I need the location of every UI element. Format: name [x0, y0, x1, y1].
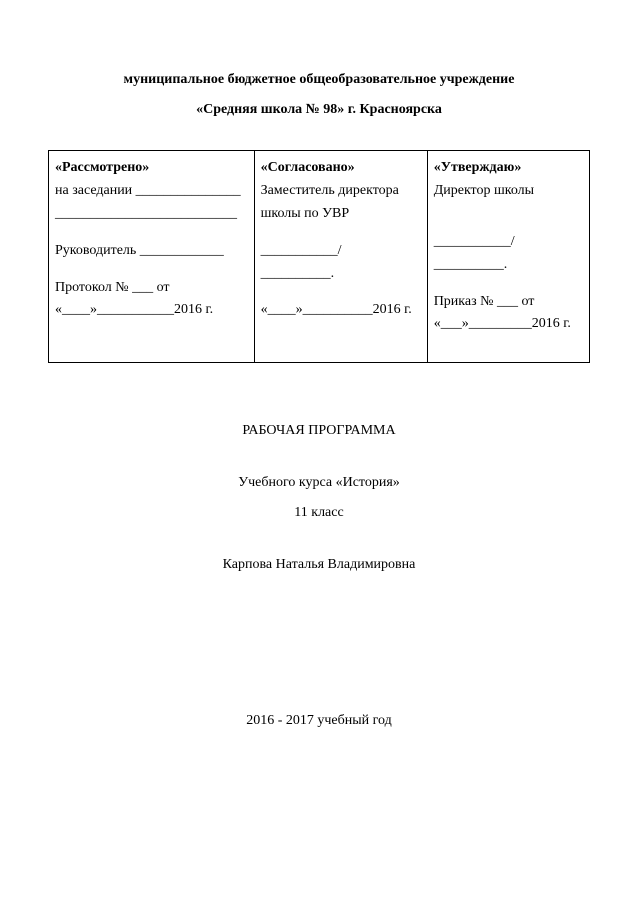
agreed-sign2: __________.	[261, 265, 421, 284]
agreed-cell: «Согласовано» Заместитель директора школ…	[254, 151, 427, 363]
approved-title: «Утверждаю»	[434, 160, 522, 175]
reviewed-meeting: на заседании _______________	[55, 182, 248, 201]
reviewed-blank-line: __________________________	[55, 205, 248, 224]
agreed-date: «____»__________2016 г.	[261, 301, 421, 320]
reviewed-head: Руководитель ____________	[55, 242, 248, 261]
grade-level: 11 класс	[48, 505, 590, 521]
approved-sign2: __________.	[434, 256, 583, 275]
agreed-sign1: ___________/	[261, 242, 421, 261]
approved-order: Приказ № ___ от	[434, 293, 583, 312]
institution-line1: муниципальное бюджетное общеобразователь…	[48, 72, 590, 88]
approval-row: «Рассмотрено» на заседании _____________…	[49, 151, 590, 363]
approved-sign1: ___________/	[434, 233, 583, 252]
teacher-name: Карпова Наталья Владимировна	[48, 557, 590, 573]
institution-header: муниципальное бюджетное общеобразователь…	[48, 72, 590, 118]
approved-date: «___»_________2016 г.	[434, 315, 583, 334]
program-title: РАБОЧАЯ ПРОГРАММА	[48, 423, 590, 439]
document-body: РАБОЧАЯ ПРОГРАММА Учебного курса «Истори…	[48, 423, 590, 729]
approved-cell: «Утверждаю» Директор школы ___________/ …	[427, 151, 589, 363]
agreed-title: «Согласовано»	[261, 160, 355, 175]
approved-role: Директор школы	[434, 182, 583, 201]
reviewed-title: «Рассмотрено»	[55, 160, 149, 175]
agreed-role1: Заместитель директора	[261, 182, 421, 201]
course-title: Учебного курса «История»	[48, 475, 590, 491]
reviewed-cell: «Рассмотрено» на заседании _____________…	[49, 151, 255, 363]
approval-table: «Рассмотрено» на заседании _____________…	[48, 150, 590, 363]
reviewed-date: «____»___________2016 г.	[55, 301, 248, 320]
agreed-role2: школы по УВР	[261, 205, 421, 224]
school-year: 2016 - 2017 учебный год	[48, 713, 590, 729]
institution-line2: «Средняя школа № 98» г. Красноярска	[48, 102, 590, 118]
reviewed-protocol: Протокол № ___ от	[55, 279, 248, 298]
